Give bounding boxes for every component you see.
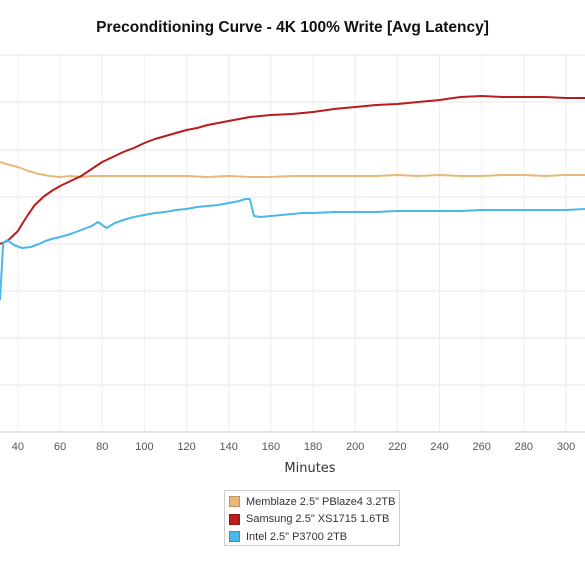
x-tick-label: 100 <box>135 441 153 453</box>
series-line-2 <box>0 198 585 301</box>
x-tick-label: 300 <box>557 441 575 453</box>
legend-swatch-memblaze <box>229 496 240 508</box>
series-line-0 <box>0 161 585 178</box>
legend-item-memblaze[interactable]: Memblaze 2.5" PBlaze4 3.2TB <box>229 493 399 511</box>
x-tick-label: 160 <box>262 441 280 453</box>
legend-item-intel[interactable]: Intel 2.5" P3700 2TB <box>229 528 399 546</box>
legend-label-samsung: Samsung 2.5" XS1715 1.6TB <box>246 513 390 526</box>
series-lines <box>0 95 585 301</box>
chart-title: Preconditioning Curve - 4K 100% Write [A… <box>96 19 489 36</box>
x-tick-label: 220 <box>388 441 406 453</box>
x-tick-label: 80 <box>96 441 108 453</box>
grid-lines <box>0 54 585 432</box>
x-tick-label: 240 <box>430 441 448 453</box>
legend-swatch-intel <box>229 531 240 543</box>
x-tick-labels: 40 60 80 100 120 140 160 180 200 220 240 260 280 300 <box>12 441 575 453</box>
legend-item-samsung[interactable]: Samsung 2.5" XS1715 1.6TB <box>229 511 399 529</box>
x-tick-label: 200 <box>346 441 364 453</box>
legend: Memblaze 2.5" PBlaze4 3.2TB Samsung 2.5"… <box>224 490 400 546</box>
x-tick-label: 40 <box>12 441 24 453</box>
x-tick-label: 180 <box>304 441 322 453</box>
x-tick-label: 60 <box>54 441 66 453</box>
line-chart: 40 60 80 100 120 140 160 180 200 220 240 260 280 300 … <box>0 54 585 476</box>
legend-swatch-samsung <box>229 513 240 525</box>
x-tick-label: 280 <box>515 441 533 453</box>
x-tick-label: 120 <box>177 441 195 453</box>
x-tick-label: 140 <box>220 441 238 453</box>
x-axis-title: Minutes <box>284 461 335 476</box>
x-tick-label: 260 <box>473 441 491 453</box>
series-line-1 <box>0 95 585 245</box>
legend-label-memblaze: Memblaze 2.5" PBlaze4 3.2TB <box>246 495 396 508</box>
legend-label-intel: Intel 2.5" P3700 2TB <box>246 530 348 543</box>
